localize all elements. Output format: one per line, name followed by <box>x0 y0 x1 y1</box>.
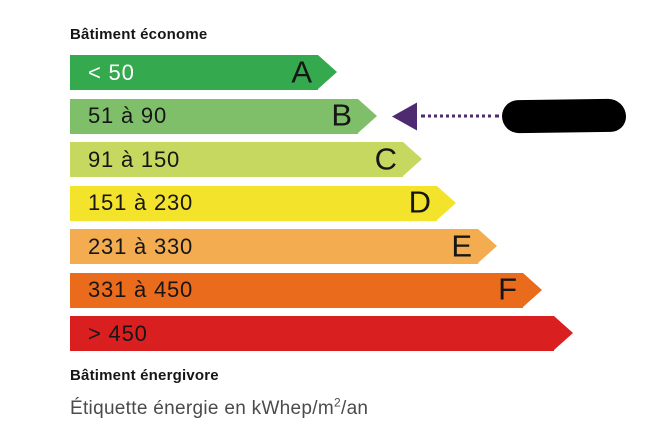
range-label-d: 151 à 230 <box>88 190 194 215</box>
energy-bar-row-e: 231 à 330 E <box>70 229 554 264</box>
energy-scale: < 50 A 51 à 90 B 91 à 150 C 151 à 230 D 231 à 33… <box>70 55 627 351</box>
bar-arrow-tip-icon <box>318 55 337 89</box>
grade-letter-d: D <box>408 184 431 220</box>
caption-superscript: 2 <box>334 395 341 410</box>
grade-letter-f: F <box>498 271 517 307</box>
current-rating-indicator <box>392 98 627 134</box>
energy-bar-a: < 50 A <box>70 53 337 90</box>
energy-bar-row-g: > 450 <box>70 316 573 351</box>
range-label-g: > 450 <box>88 320 148 346</box>
range-label-a: < 50 <box>88 59 135 85</box>
energy-bar-row-b: 51 à 90 B <box>70 97 627 134</box>
energy-label-content: Bâtiment économe < 50 A 51 à 90 B 91 à 150 C 1… <box>70 26 627 420</box>
energy-bar-f: 331 à 450 F <box>70 271 542 308</box>
energy-bar-g: > 450 <box>70 316 573 351</box>
energy-label-caption: Étiquette énergie en kWhep/m2/an <box>70 395 554 420</box>
grade-letter-c: C <box>374 140 397 176</box>
energy-bar-row-d: 151 à 230 D <box>70 184 554 221</box>
bar-arrow-tip-icon <box>554 316 573 350</box>
dotted-connector <box>421 114 499 118</box>
bar-arrow-tip-icon <box>523 272 542 307</box>
grade-letter-b: B <box>331 97 352 133</box>
range-label-e: 231 à 330 <box>88 233 194 259</box>
caption-suffix: /an <box>340 398 369 419</box>
range-label-b: 51 à 90 <box>88 103 168 128</box>
energy-bar-row-c: 91 à 150 C <box>70 142 554 177</box>
caption-prefix: Étiquette énergie en kWhep/m <box>70 398 334 419</box>
bar-arrow-tip-icon <box>478 229 497 263</box>
range-label-f: 331 à 450 <box>88 277 194 302</box>
range-label-c: 91 à 150 <box>88 146 181 172</box>
rating-pointer-icon <box>392 102 417 130</box>
redacted-value <box>501 98 627 134</box>
bar-arrow-tip-icon <box>358 98 377 133</box>
bar-arrow-tip-icon <box>403 142 422 176</box>
energy-bar-b: 51 à 90 B <box>70 97 377 134</box>
bar-arrow-tip-icon <box>437 185 456 220</box>
economical-building-label: Bâtiment économe <box>70 26 208 43</box>
grade-letter-a: A <box>291 53 312 89</box>
energy-bar-d: 151 à 230 D <box>70 184 456 221</box>
grade-letter-e: E <box>451 227 472 263</box>
energy-bar-e: 231 à 330 E <box>70 227 497 264</box>
energy-bar-row-a: < 50 A <box>70 55 554 90</box>
energy-intensive-building-label: Bâtiment énergivore <box>70 367 219 384</box>
energy-bar-row-f: 331 à 450 F <box>70 271 554 308</box>
energy-bar-c: 91 à 150 C <box>70 140 422 177</box>
